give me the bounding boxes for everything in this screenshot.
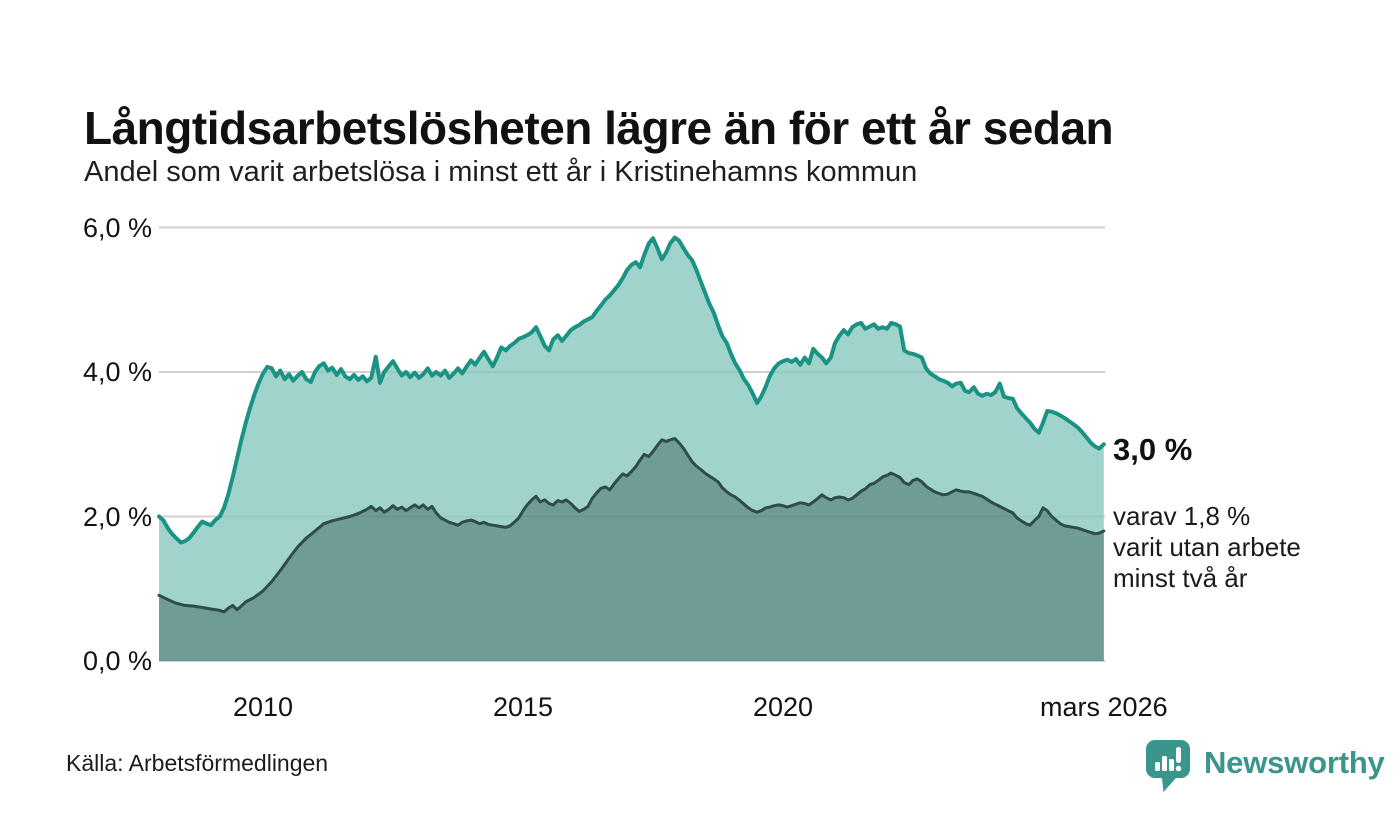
y-tick-label: 2,0 %	[82, 501, 152, 532]
series-line	[157, 235, 1106, 545]
annotation-line: varit utan arbete	[1113, 532, 1301, 562]
source-caption: Källa: Arbetsförmedlingen	[66, 750, 329, 776]
area-fill	[159, 237, 1104, 661]
y-tick-label: 6,0 %	[82, 212, 152, 243]
x-tick-label: 2015	[492, 692, 554, 722]
series-line	[157, 437, 1106, 614]
x-tick-label: 2020	[752, 692, 814, 722]
newsworthy-wordmark: Newsworthy	[1204, 745, 1385, 780]
newsworthy-logo-icon	[1146, 740, 1190, 792]
annotation-line: varav 1,8 %	[1113, 501, 1251, 531]
chart-subtitle: Andel som varit arbetslösa i minst ett å…	[84, 156, 918, 188]
area-fill	[159, 438, 1104, 661]
chart-title: Långtidsarbetslösheten lägre än för ett …	[84, 101, 1114, 154]
latest-value-label: 3,0 %	[1113, 432, 1193, 467]
secondary-value-annotation: varav 1,8 % varit utan arbete minst två år	[1113, 501, 1301, 594]
x-tick-label: mars 2026	[1040, 692, 1168, 722]
x-tick-label: 2010	[232, 692, 294, 722]
annotation-line: minst två år	[1113, 563, 1248, 593]
y-tick-label: 0,0 %	[82, 646, 152, 676]
y-tick-label: 4,0 %	[82, 357, 152, 387]
newsworthy-branding: Newsworthy	[1146, 740, 1385, 794]
